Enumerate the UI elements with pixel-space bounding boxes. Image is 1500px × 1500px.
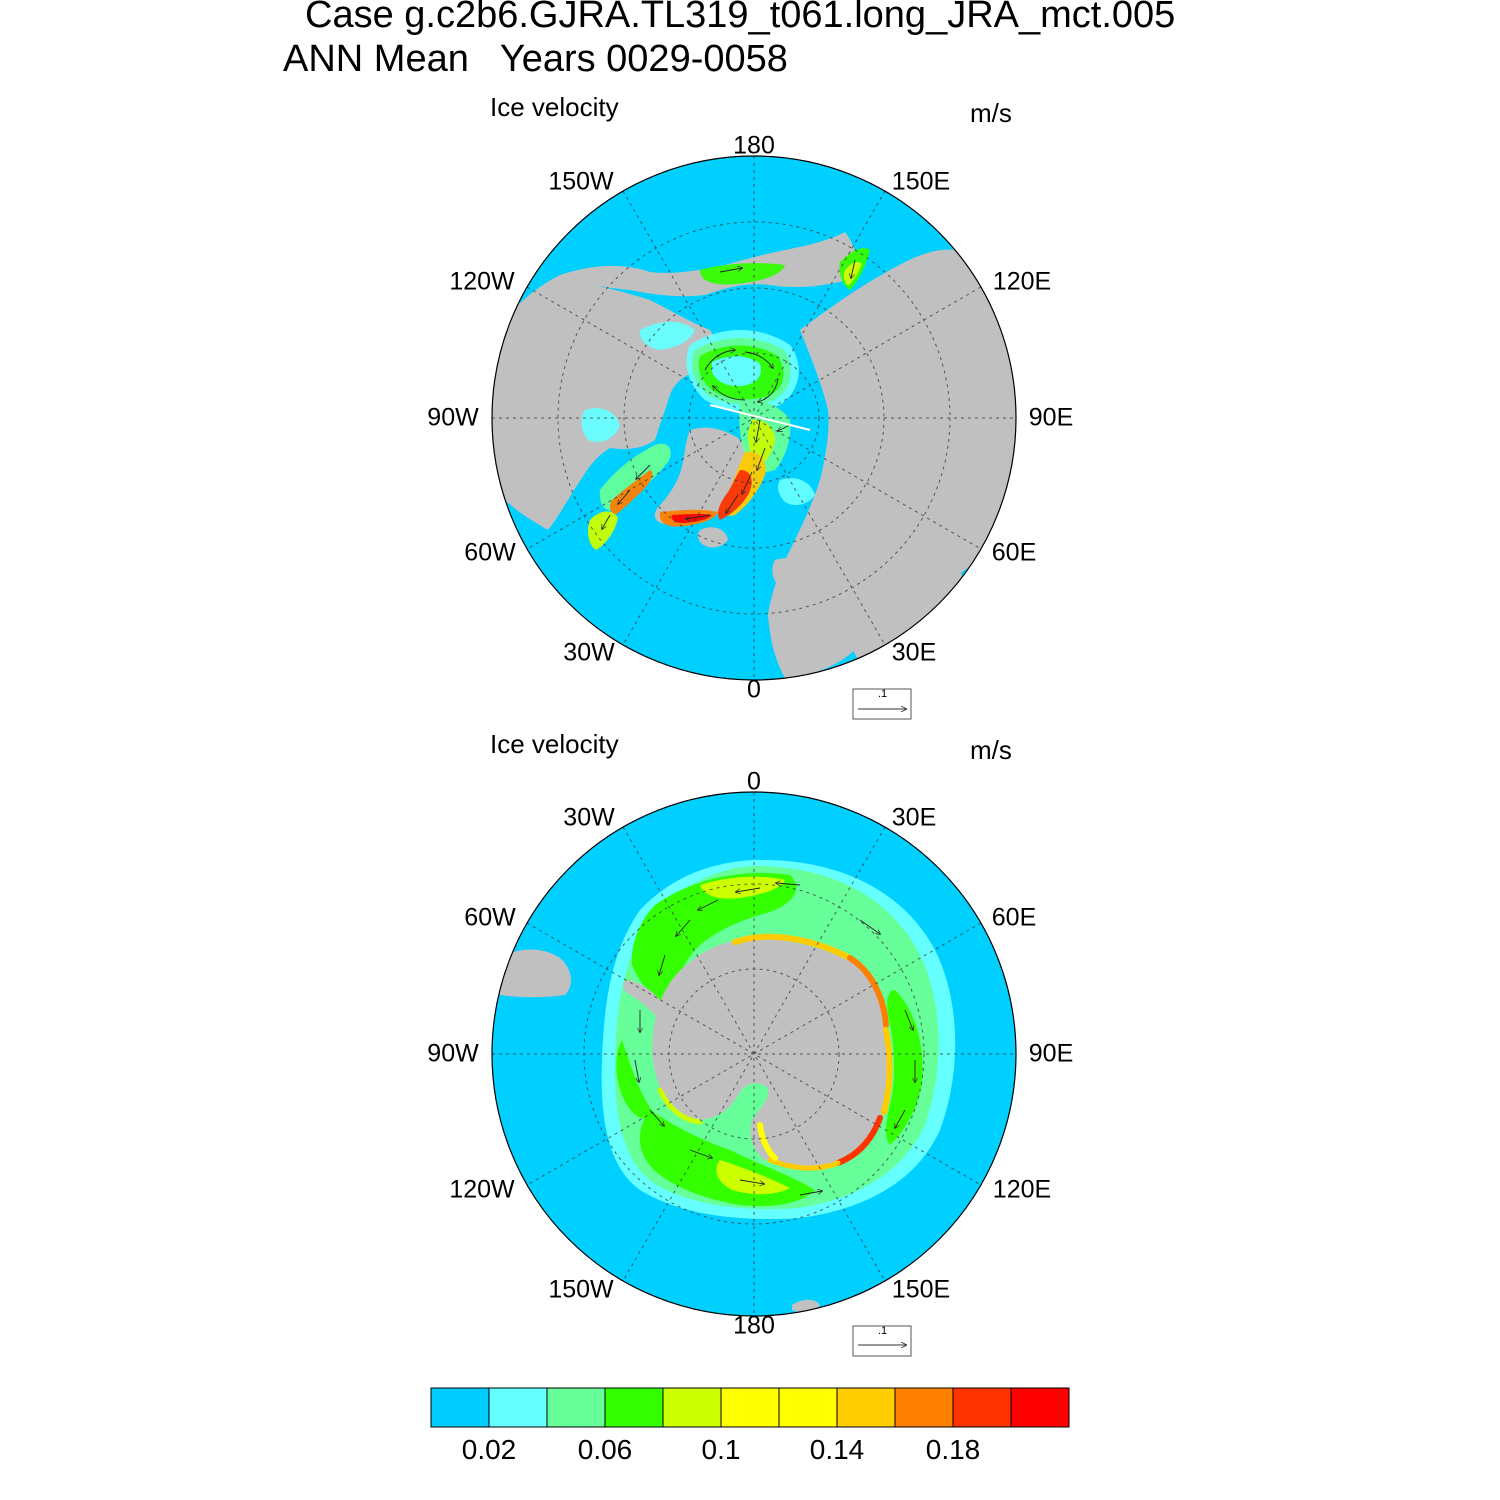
colorbar-swatch <box>894 1387 954 1428</box>
north-reference-vector-label: .1 <box>878 688 888 700</box>
north-lon-label: 150W <box>548 167 614 196</box>
north-lon-label: 120E <box>992 267 1052 296</box>
south-lon-label: 60E <box>991 903 1037 932</box>
colorbar-swatch <box>720 1387 780 1428</box>
svalbard-island <box>772 558 810 592</box>
south-reference-vector <box>852 1325 912 1357</box>
colorbar-tick-label: 0.06 <box>577 1434 633 1465</box>
figure-subtitle: ANN Mean Years 0029-0058 <box>283 38 788 80</box>
north-lon-label: 30E <box>891 638 937 667</box>
colorbar-swatch <box>778 1387 838 1428</box>
south-lon-label: 0 <box>747 767 761 796</box>
south-lon-label: 30W <box>563 803 615 832</box>
south-lon-label: 150E <box>891 1275 951 1304</box>
antarctica-landmass <box>652 938 889 1169</box>
south-lon-label: 120W <box>449 1175 515 1204</box>
south-lon-label: 30E <box>891 803 937 832</box>
south-polar-map <box>491 791 1017 1317</box>
colorbar-swatch <box>604 1387 664 1428</box>
weddell-sea-gyre <box>631 873 797 1005</box>
antarctic-peninsula <box>622 980 662 1020</box>
north-ice-vectors <box>602 259 856 529</box>
south-map-border <box>491 791 1017 1317</box>
colorbar-tick-label: 0.02 <box>461 1434 517 1465</box>
ross-sea-core <box>716 1160 790 1195</box>
iceland-island <box>697 527 728 548</box>
south-lon-label: 60W <box>464 903 516 932</box>
north-lon-label: 60W <box>464 538 516 567</box>
hudson-bay-ice <box>581 408 620 442</box>
colorbar-swatch <box>662 1387 722 1428</box>
north-lon-label: 90W <box>427 403 479 432</box>
north-panel-units: m/s <box>970 98 1012 128</box>
colorbar-swatch <box>546 1387 606 1428</box>
north-lon-label: 0 <box>747 675 761 704</box>
south-reference-vector-label: .1 <box>878 1325 888 1337</box>
figure-title: Case g.c2b6.GJRA.TL319_t061.long_JRA_mct… <box>305 0 1176 36</box>
colorbar-tick-label: 0.14 <box>809 1434 865 1465</box>
south-graticule <box>492 792 1016 1316</box>
north-lon-label: 30W <box>563 638 615 667</box>
north-polar-map <box>491 155 1017 681</box>
north-reference-vector <box>852 688 912 720</box>
south-ice-vectors <box>634 883 915 1196</box>
archipelago-island <box>597 391 632 415</box>
north-lon-label: 150E <box>891 167 951 196</box>
colorbar-swatch <box>430 1387 490 1428</box>
colorbar-swatch <box>952 1387 1012 1428</box>
barents-ice <box>777 478 815 506</box>
colorbar-tick-label: 0.1 <box>701 1434 741 1465</box>
south-panel-title: Ice velocity <box>490 729 619 759</box>
eurasia-landmass <box>768 249 1016 678</box>
colorbar-tick-label: 0.18 <box>925 1434 981 1465</box>
archipelago-island <box>622 355 662 382</box>
colorbar-swatch <box>836 1387 896 1428</box>
alaska-landmass <box>560 232 858 297</box>
colorbar <box>430 1387 1070 1428</box>
north-lon-label: 90E <box>1028 403 1074 432</box>
south-america-landmass <box>495 949 572 998</box>
colorbar-swatch <box>1010 1387 1070 1428</box>
north-pole-seam <box>709 404 811 431</box>
north-lon-label: 180 <box>733 131 775 160</box>
north-map-border <box>491 155 1017 681</box>
canadian-basin-ice <box>639 321 695 350</box>
north-graticule <box>492 156 1016 680</box>
labrador-sea-flow <box>588 511 618 550</box>
south-lon-label: 90W <box>427 1039 479 1068</box>
bering-sea-flow <box>700 263 785 285</box>
coastal-high-velocity <box>657 933 893 1171</box>
south-lon-label: 150W <box>548 1275 614 1304</box>
colorbar-swatch <box>488 1387 548 1428</box>
south-lon-label: 120E <box>992 1175 1052 1204</box>
weddell-gyre-core <box>700 876 785 899</box>
south-panel-units: m/s <box>970 735 1012 765</box>
beaufort-gyre-center <box>712 356 762 387</box>
north-panel-title: Ice velocity <box>490 92 619 122</box>
north-lon-label: 120W <box>449 267 515 296</box>
north-lon-label: 60E <box>991 538 1037 567</box>
south-lon-label: 90E <box>1028 1039 1074 1068</box>
